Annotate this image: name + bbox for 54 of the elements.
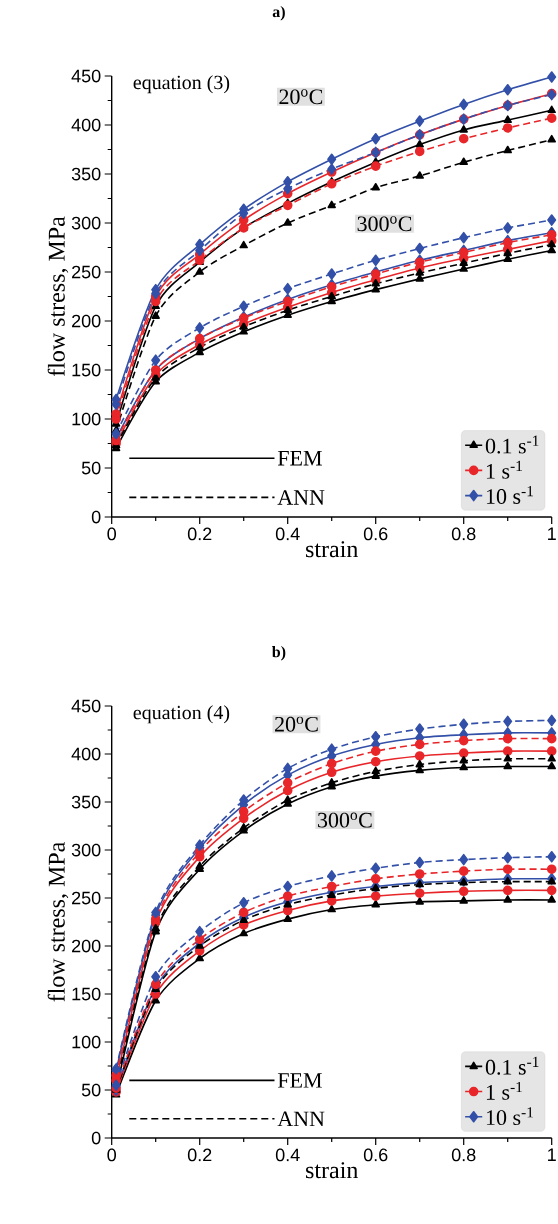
x-tick-label: 0	[107, 527, 117, 541]
legend-label: 10 s$^{-1}$	[486, 486, 533, 504]
y-tick-label: 100	[72, 412, 101, 426]
y-tick-label: 200	[72, 314, 101, 328]
y-tick-label: 300	[71, 216, 101, 230]
x-tick-label: 0.6	[363, 527, 388, 541]
x-tick-label: 0	[107, 1148, 117, 1162]
y-tick-label: 250	[72, 265, 101, 279]
y-tick-label: 400	[71, 747, 101, 761]
y-tick-label: 100	[72, 1035, 101, 1049]
y-tick-label: 400	[71, 118, 101, 132]
x-tick-label: 0.2	[187, 527, 212, 541]
y-tick-label: 450	[71, 69, 101, 83]
legend-label: 1 s$^{-1}$	[486, 460, 522, 479]
annotation: ANN	[277, 1111, 325, 1127]
y-tick-label: 250	[72, 891, 101, 905]
annotation: 300$^{o}$C	[357, 216, 412, 232]
y-tick-label: 200	[72, 939, 101, 953]
x-tick-label: 0.8	[451, 1148, 476, 1162]
chart-title: b)	[271, 645, 286, 661]
y-tick-label: 350	[71, 167, 101, 181]
x-axis-title: strain	[306, 1162, 358, 1179]
legend-label: 10 s$^{-1}$	[486, 1107, 533, 1126]
y-axis-title: flow stress, MPa	[47, 842, 69, 1002]
y-tick-label: 350	[71, 795, 101, 809]
annotation: 300$^{o}$C	[318, 812, 372, 828]
y-tick-label: 450	[71, 699, 101, 713]
y-tick-label: 150	[72, 363, 101, 377]
y-tick-label: 150	[72, 987, 101, 1001]
x-tick-label: 1	[548, 527, 556, 540]
annotation: FEM	[277, 1073, 322, 1088]
y-tick-label: 50	[81, 461, 101, 475]
annotation: 20$^{o}$C	[275, 716, 318, 732]
y-tick-label: 0	[91, 510, 101, 524]
x-tick-label: 0.6	[363, 1148, 388, 1162]
x-tick-label: 0.4	[275, 1148, 300, 1162]
x-axis-title: strain	[306, 541, 358, 558]
y-tick-label: 50	[81, 1083, 101, 1097]
y-tick-label: 0	[91, 1131, 101, 1145]
y-axis-title: flow stress, MPa	[47, 216, 69, 377]
x-tick-label: 0.2	[187, 1148, 212, 1162]
x-tick-label: 0.8	[451, 527, 476, 541]
annotation: FEM	[277, 451, 322, 466]
annotation: equation (3)	[133, 75, 230, 94]
annotation: equation (4)	[133, 705, 230, 724]
x-tick-label: 0.4	[275, 527, 300, 541]
legend-label: 1 s$^{-1}$	[486, 1081, 522, 1100]
x-tick-label: 1	[548, 1148, 556, 1161]
annotation: ANN	[277, 490, 325, 505]
legend-label: 0.1 s$^{-1}$	[485, 435, 539, 454]
annotation: 20$^{o}$C	[279, 89, 323, 105]
chart-title: a)	[272, 5, 285, 21]
legend-label: 0.1 s$^{-1}$	[485, 1056, 539, 1075]
y-tick-label: 300	[71, 843, 101, 857]
